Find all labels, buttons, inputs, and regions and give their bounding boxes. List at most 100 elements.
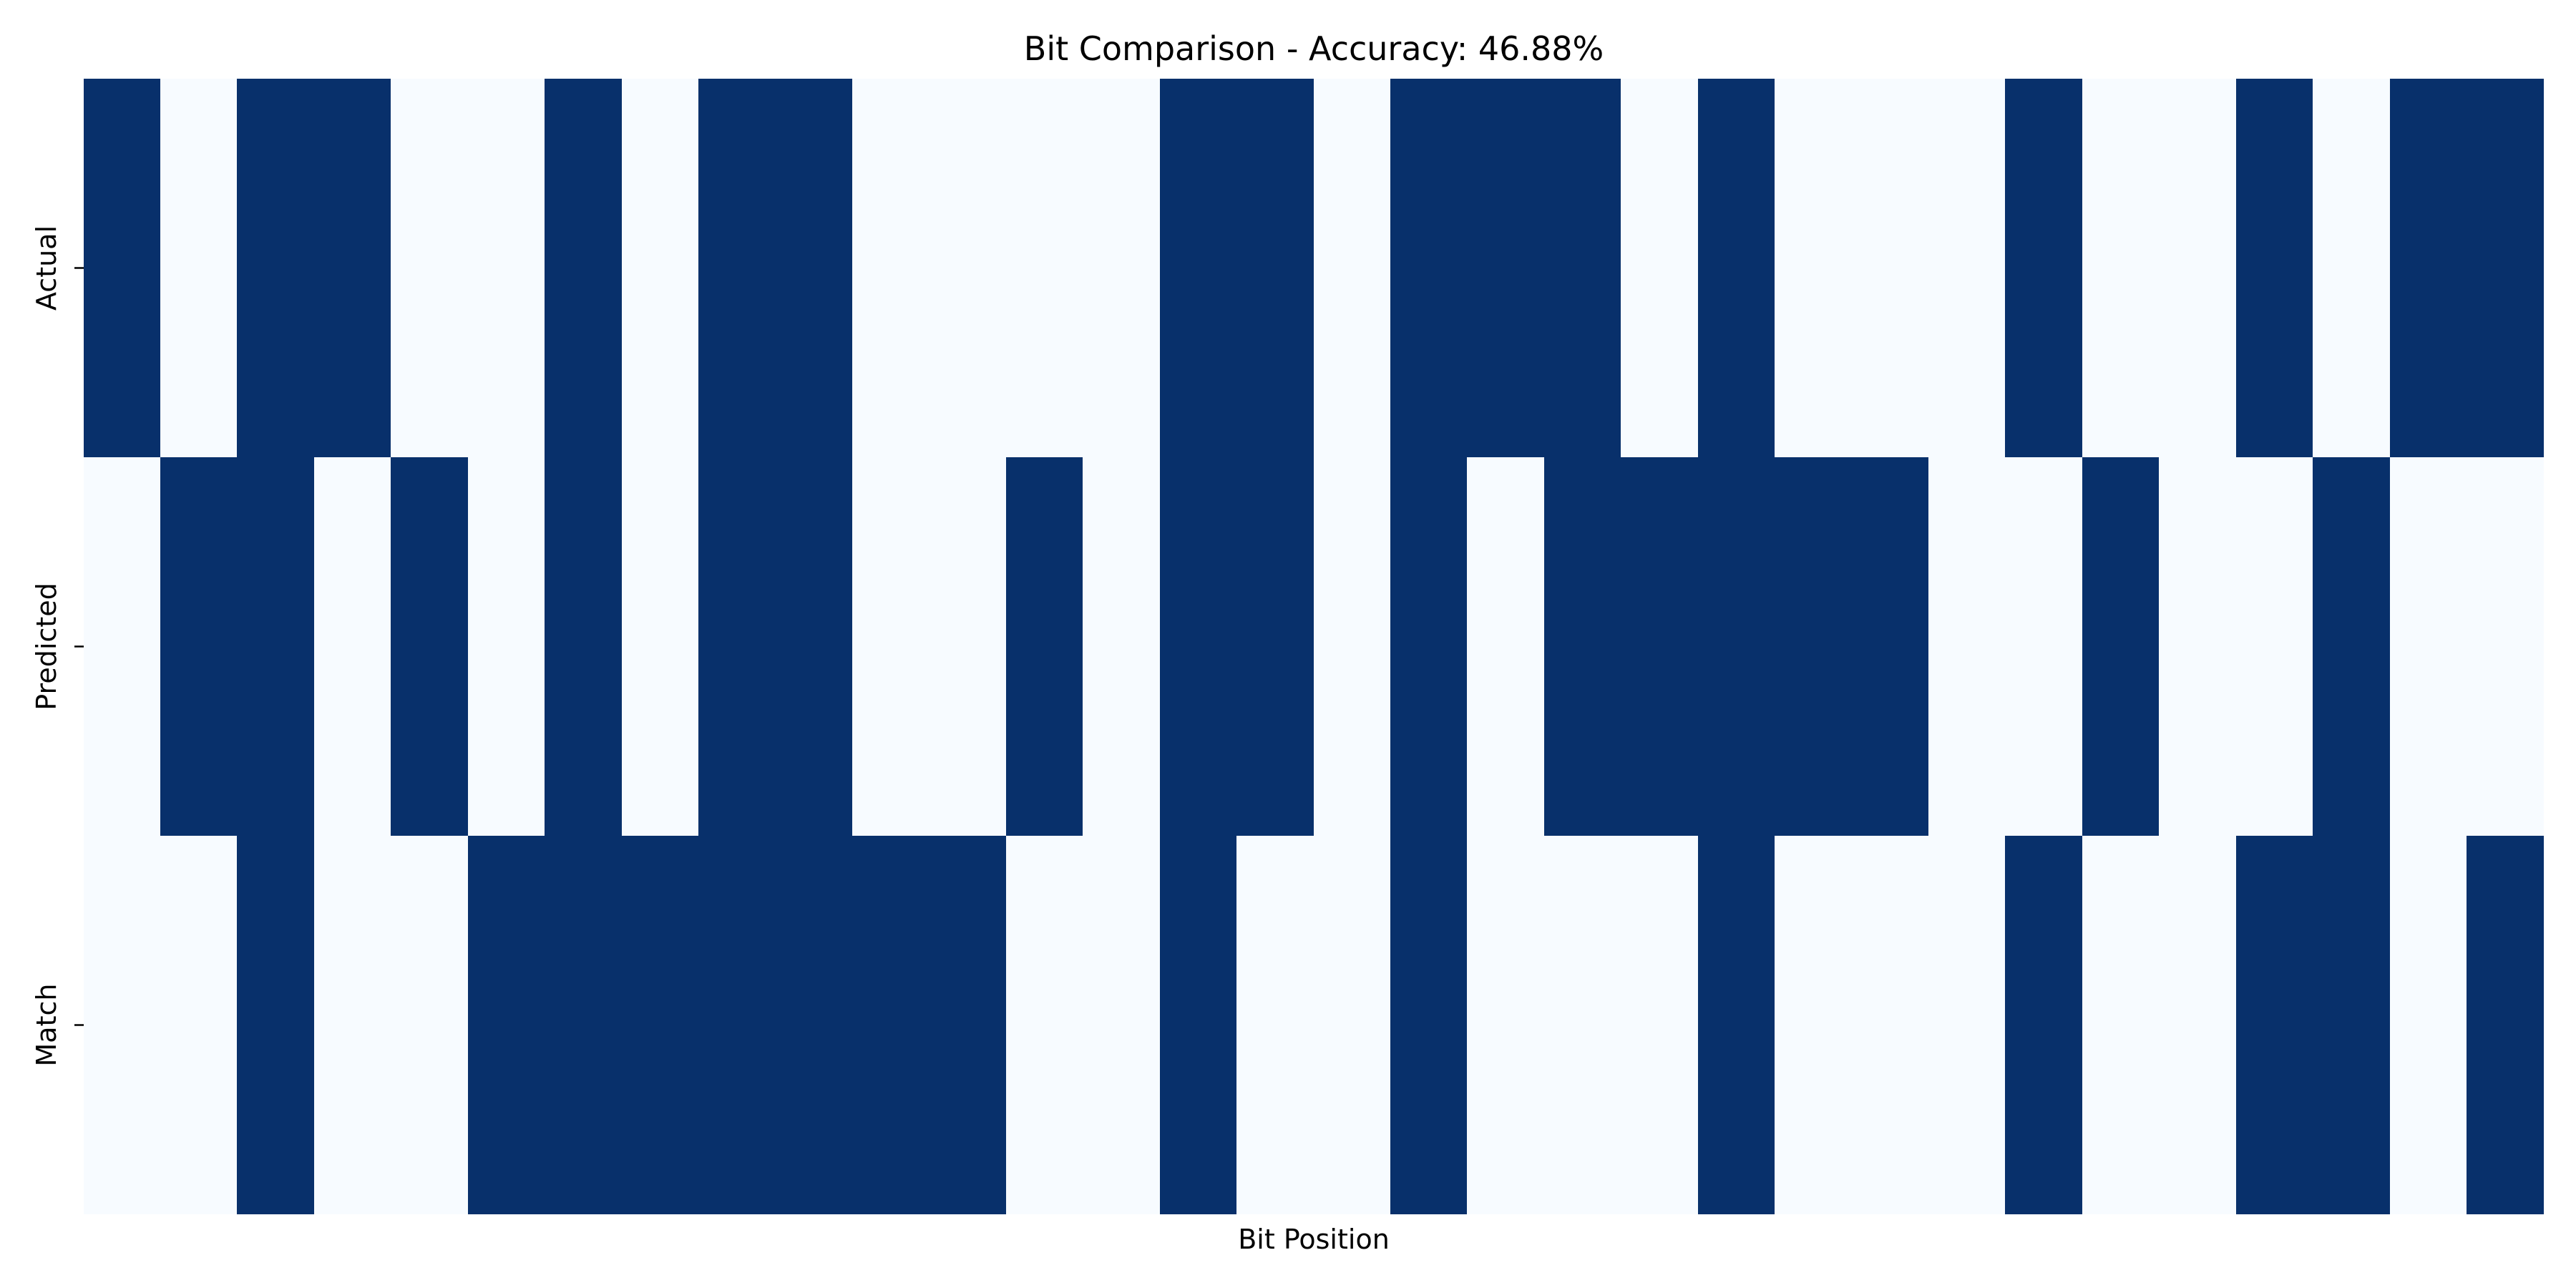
- heatmap-cell-actual-13: [1083, 79, 1161, 457]
- heatmap-cell-actual-5: [468, 79, 545, 457]
- heatmap-cell-actual-4: [391, 79, 469, 457]
- heatmap-cell-predicted-1: [160, 457, 238, 836]
- heatmap-cell-actual-23: [1852, 79, 1929, 457]
- heatmap-cell-predicted-30: [2390, 457, 2467, 836]
- heatmap-cell-predicted-24: [1928, 457, 2006, 836]
- heatmap-cell-predicted-29: [2313, 457, 2391, 836]
- heatmap-cell-match-0: [84, 836, 161, 1214]
- heatmap-cell-predicted-7: [622, 457, 699, 836]
- heatmap-cell-actual-26: [2082, 79, 2160, 457]
- heatmap-cell-match-22: [1775, 836, 1853, 1214]
- heatmap-cell-predicted-14: [1160, 457, 1237, 836]
- heatmap-cell-predicted-23: [1852, 457, 1929, 836]
- heatmap-cell-match-20: [1621, 836, 1699, 1214]
- heatmap-cell-actual-12: [1006, 79, 1083, 457]
- heatmap-cell-actual-7: [622, 79, 699, 457]
- heatmap-cell-actual-14: [1160, 79, 1237, 457]
- heatmap-cell-predicted-16: [1314, 457, 1391, 836]
- heatmap-cell-match-9: [775, 836, 853, 1214]
- heatmap-cell-actual-24: [1928, 79, 2006, 457]
- heatmap-cell-actual-15: [1236, 79, 1314, 457]
- heatmap-cell-predicted-22: [1775, 457, 1853, 836]
- heatmap-cell-predicted-21: [1698, 457, 1775, 836]
- chart-title: Bit Comparison - Accuracy: 46.88%: [1024, 29, 1604, 68]
- heatmap-cell-match-29: [2313, 836, 2391, 1214]
- heatmap-cell-predicted-11: [929, 457, 1007, 836]
- heatmap-cell-actual-20: [1621, 79, 1699, 457]
- heatmap-cell-predicted-18: [1467, 457, 1545, 836]
- heatmap-cell-actual-2: [237, 79, 315, 457]
- heatmap-cell-match-19: [1544, 836, 1621, 1214]
- heatmap-cell-actual-21: [1698, 79, 1775, 457]
- heatmap-cell-predicted-27: [2159, 457, 2237, 836]
- heatmap-cell-predicted-17: [1390, 457, 1468, 836]
- heatmap-cell-actual-11: [929, 79, 1007, 457]
- heatmap-cell-match-14: [1160, 836, 1237, 1214]
- heatmap-cell-actual-27: [2159, 79, 2237, 457]
- y-tick-label-actual: Actual: [31, 225, 62, 311]
- heatmap-cell-match-6: [545, 836, 623, 1214]
- heatmap-cell-match-13: [1083, 836, 1161, 1214]
- heatmap-cell-match-25: [2005, 836, 2083, 1214]
- heatmap-cell-actual-19: [1544, 79, 1621, 457]
- heatmap-cell-actual-0: [84, 79, 161, 457]
- heatmap-cell-actual-25: [2005, 79, 2083, 457]
- heatmap-cell-actual-28: [2236, 79, 2313, 457]
- heatmap-cell-match-10: [852, 836, 930, 1214]
- y-tick-label-predicted: Predicted: [31, 582, 62, 710]
- heatmap-cell-predicted-4: [391, 457, 469, 836]
- heatmap-cell-match-26: [2082, 836, 2160, 1214]
- heatmap-cell-predicted-13: [1083, 457, 1161, 836]
- heatmap-cell-match-28: [2236, 836, 2313, 1214]
- heatmap-cell-predicted-25: [2005, 457, 2083, 836]
- heatmap-cell-actual-1: [160, 79, 238, 457]
- y-axis-ticks: Actual Predicted Match: [31, 225, 84, 1067]
- heatmap-cell-predicted-12: [1006, 457, 1083, 836]
- heatmap-cell-predicted-0: [84, 457, 161, 836]
- heatmap-cell-predicted-9: [775, 457, 853, 836]
- heatmap-cell-match-3: [314, 836, 391, 1214]
- heatmap-cell-actual-29: [2313, 79, 2391, 457]
- heatmap-cell-predicted-3: [314, 457, 391, 836]
- heatmap-cell-actual-10: [852, 79, 930, 457]
- heatmap-cell-match-11: [929, 836, 1007, 1214]
- heatmap-cell-actual-9: [775, 79, 853, 457]
- heatmap-cell-match-21: [1698, 836, 1775, 1214]
- heatmap-cell-match-31: [2467, 836, 2544, 1214]
- heatmap-cell-match-8: [698, 836, 776, 1214]
- heatmap-cell-predicted-6: [545, 457, 623, 836]
- x-axis-label: Bit Position: [1238, 1224, 1390, 1255]
- heatmap-cell-match-5: [468, 836, 545, 1214]
- heatmap-cell-match-18: [1467, 836, 1545, 1214]
- heatmap-cell-predicted-31: [2467, 457, 2544, 836]
- heatmap-cell-predicted-20: [1621, 457, 1699, 836]
- heatmap-cell-match-27: [2159, 836, 2237, 1214]
- heatmap-cell-actual-17: [1390, 79, 1468, 457]
- heatmap-cell-match-30: [2390, 836, 2467, 1214]
- heatmap-cell-match-12: [1006, 836, 1083, 1214]
- heatmap-cell-match-1: [160, 836, 238, 1214]
- heatmap-cell-match-4: [391, 836, 469, 1214]
- heatmap-cell-actual-31: [2467, 79, 2544, 457]
- heatmap-cell-predicted-2: [237, 457, 315, 836]
- heatmap-cell-actual-18: [1467, 79, 1545, 457]
- heatmap-cell-match-7: [622, 836, 699, 1214]
- heatmap-cell-actual-22: [1775, 79, 1853, 457]
- heatmap-cell-predicted-5: [468, 457, 545, 836]
- heatmap-cell-actual-3: [314, 79, 391, 457]
- heatmap-cell-predicted-15: [1236, 457, 1314, 836]
- heatmap-cell-actual-6: [545, 79, 623, 457]
- heatmap-cell-predicted-28: [2236, 457, 2313, 836]
- heatmap-cell-actual-16: [1314, 79, 1391, 457]
- heatmap-cell-predicted-8: [698, 457, 776, 836]
- heatmap-cell-match-16: [1314, 836, 1391, 1214]
- y-tick-label-match: Match: [31, 984, 62, 1067]
- heatmap-cell-match-23: [1852, 836, 1929, 1214]
- heatmap-cell-match-17: [1390, 836, 1468, 1214]
- heatmap-cell-match-2: [237, 836, 315, 1214]
- heatmap-cell-predicted-26: [2082, 457, 2160, 836]
- heatmap-cell-actual-8: [698, 79, 776, 457]
- heatmap-cell-match-24: [1928, 836, 2006, 1214]
- heatmap-cell-predicted-19: [1544, 457, 1621, 836]
